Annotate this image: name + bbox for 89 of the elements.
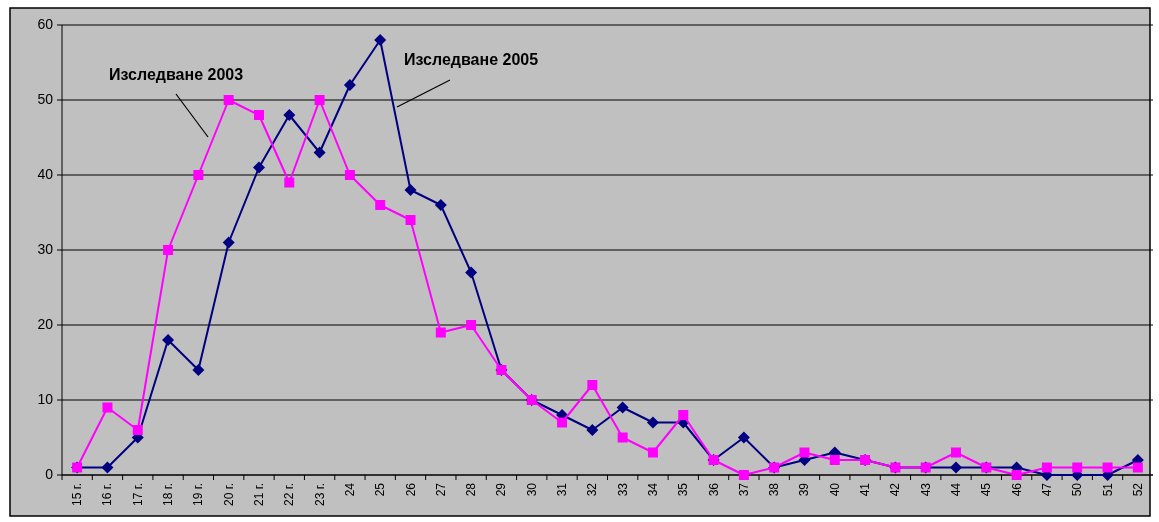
x-tick-label: 34	[645, 482, 660, 497]
x-tick-label: 16 г.	[100, 483, 115, 506]
point	[193, 170, 204, 180]
point	[101, 461, 114, 474]
x-tick-label: 33	[615, 482, 630, 497]
point	[223, 95, 234, 105]
point	[738, 470, 749, 480]
x-tick-label: 47	[1039, 482, 1054, 497]
x-tick-label: 42	[888, 482, 903, 497]
y-tick-label: 30	[37, 240, 54, 257]
x-tick-label: 28	[464, 482, 479, 497]
point	[950, 461, 963, 474]
point	[1011, 470, 1022, 480]
y-tick-label: 20	[37, 315, 54, 332]
x-tick-label: 37	[736, 482, 751, 497]
x-tick-label: 41	[858, 482, 873, 497]
point	[374, 34, 387, 46]
point	[314, 95, 325, 105]
y-tick-label: 40	[37, 165, 54, 182]
point	[465, 266, 478, 279]
point	[405, 215, 416, 225]
point	[799, 447, 810, 458]
point	[1102, 462, 1113, 473]
x-tick-label: 17 г.	[130, 483, 145, 506]
point	[375, 200, 386, 210]
y-tick-label: 60	[37, 15, 54, 32]
x-tick-label: 45	[979, 482, 994, 497]
point	[434, 199, 447, 211]
x-tick-label: 29	[494, 482, 509, 497]
x-tick-label: 24	[342, 482, 357, 497]
x-tick-label: 52	[1130, 482, 1145, 497]
point	[284, 177, 295, 188]
series-label: Изследване 2003	[109, 66, 244, 83]
x-tick-label: 31	[555, 482, 570, 497]
point	[587, 380, 598, 390]
point	[557, 417, 568, 428]
x-tick-label: 40	[827, 482, 842, 497]
x-tick-label: 50	[1070, 482, 1085, 497]
x-tick-label: 51	[1100, 482, 1115, 497]
point	[283, 109, 296, 121]
point	[1072, 462, 1083, 473]
series-label: Изследване 2005	[404, 51, 539, 68]
point	[344, 170, 355, 180]
x-tick-label: 39	[797, 482, 812, 497]
x-tick-label: 20 г.	[221, 483, 236, 506]
point	[616, 401, 629, 414]
x-tick-label: 21 г.	[251, 483, 266, 506]
x-tick-label: 27	[433, 482, 448, 497]
x-tick-label: 19 г.	[191, 483, 206, 506]
x-tick-label: 23 г.	[312, 483, 327, 506]
point	[404, 184, 417, 196]
point	[163, 245, 174, 255]
point	[253, 110, 264, 120]
point	[313, 146, 326, 159]
point	[343, 79, 356, 91]
point	[829, 455, 840, 465]
point	[617, 432, 628, 443]
point	[192, 364, 205, 376]
point	[586, 424, 599, 436]
x-tick-label: 15 г.	[70, 483, 85, 506]
point	[435, 327, 446, 338]
y-tick-label: 0	[45, 465, 54, 482]
x-tick-label: 44	[949, 482, 964, 497]
x-tick-label: 18 г.	[161, 483, 176, 506]
point	[102, 402, 113, 413]
y-tick-label: 10	[37, 390, 54, 407]
point	[951, 447, 962, 458]
point	[466, 320, 477, 330]
point	[647, 447, 658, 458]
x-tick-label: 30	[524, 482, 539, 497]
point	[1132, 462, 1143, 473]
x-tick-label: 32	[585, 482, 600, 497]
x-tick-label: 25	[373, 482, 388, 497]
point	[162, 334, 175, 346]
x-tick-label: 26	[403, 482, 418, 497]
point	[646, 416, 659, 429]
point	[252, 161, 265, 174]
x-tick-label: 35	[676, 482, 691, 497]
x-tick-label: 36	[706, 482, 721, 497]
point	[1041, 462, 1052, 473]
x-tick-label: 38	[767, 482, 782, 497]
x-tick-label: 46	[1009, 482, 1024, 497]
point	[737, 431, 750, 444]
x-tick-label: 43	[918, 482, 933, 497]
y-tick-label: 50	[37, 90, 54, 107]
point	[222, 236, 235, 249]
point	[132, 425, 143, 435]
point	[678, 410, 689, 420]
x-tick-label: 22 г.	[282, 483, 297, 506]
